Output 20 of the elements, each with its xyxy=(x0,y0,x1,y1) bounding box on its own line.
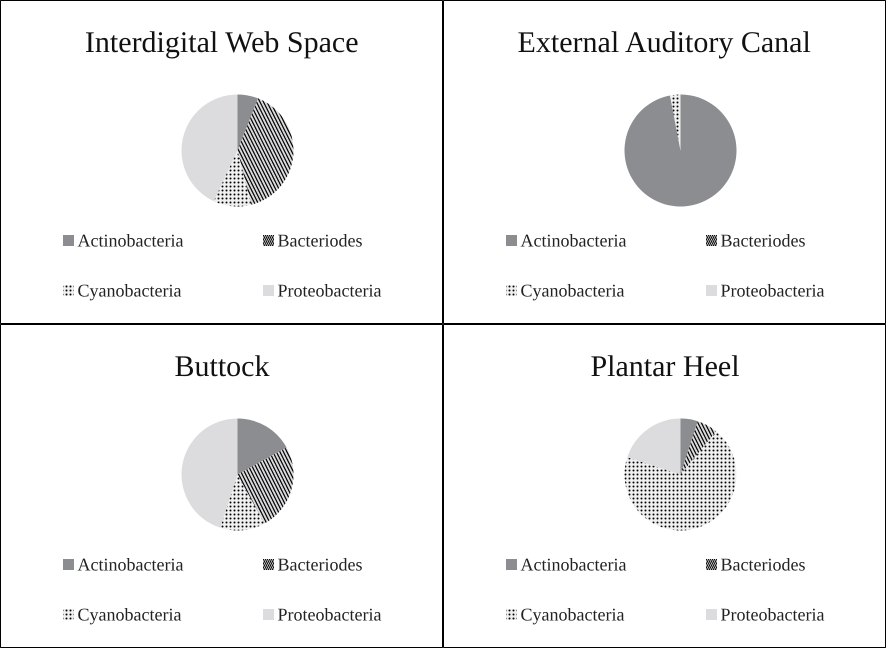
legend-label: Actinobacteria xyxy=(78,230,184,250)
legend-label: Bacteriodes xyxy=(720,230,806,250)
legend-label: Proteobacteria xyxy=(278,280,382,300)
legend-label: Cyanobacteria xyxy=(520,280,624,300)
chart-title: Buttock xyxy=(174,350,270,383)
chart-title: External Auditory Canal xyxy=(518,26,811,59)
chart-title: Plantar Heel xyxy=(590,350,740,383)
legend-label: Bacteriodes xyxy=(720,554,806,574)
legend-label: Cyanobacteria xyxy=(520,604,624,624)
legend-label: Actinobacteria xyxy=(520,230,626,250)
legend-label: Bacteriodes xyxy=(278,230,362,250)
legend-label: Cyanobacteria xyxy=(78,280,182,300)
legend-label: Bacteriodes xyxy=(278,554,362,574)
legend-label: Proteobacteria xyxy=(720,604,824,624)
legend-label: Proteobacteria xyxy=(720,280,824,300)
chart-title: Interdigital Web Space xyxy=(84,26,359,59)
legend-label: Actinobacteria xyxy=(520,554,626,574)
legend-label: Cyanobacteria xyxy=(78,604,182,624)
legend-label: Actinobacteria xyxy=(78,554,184,574)
legend-label: Proteobacteria xyxy=(278,604,382,624)
